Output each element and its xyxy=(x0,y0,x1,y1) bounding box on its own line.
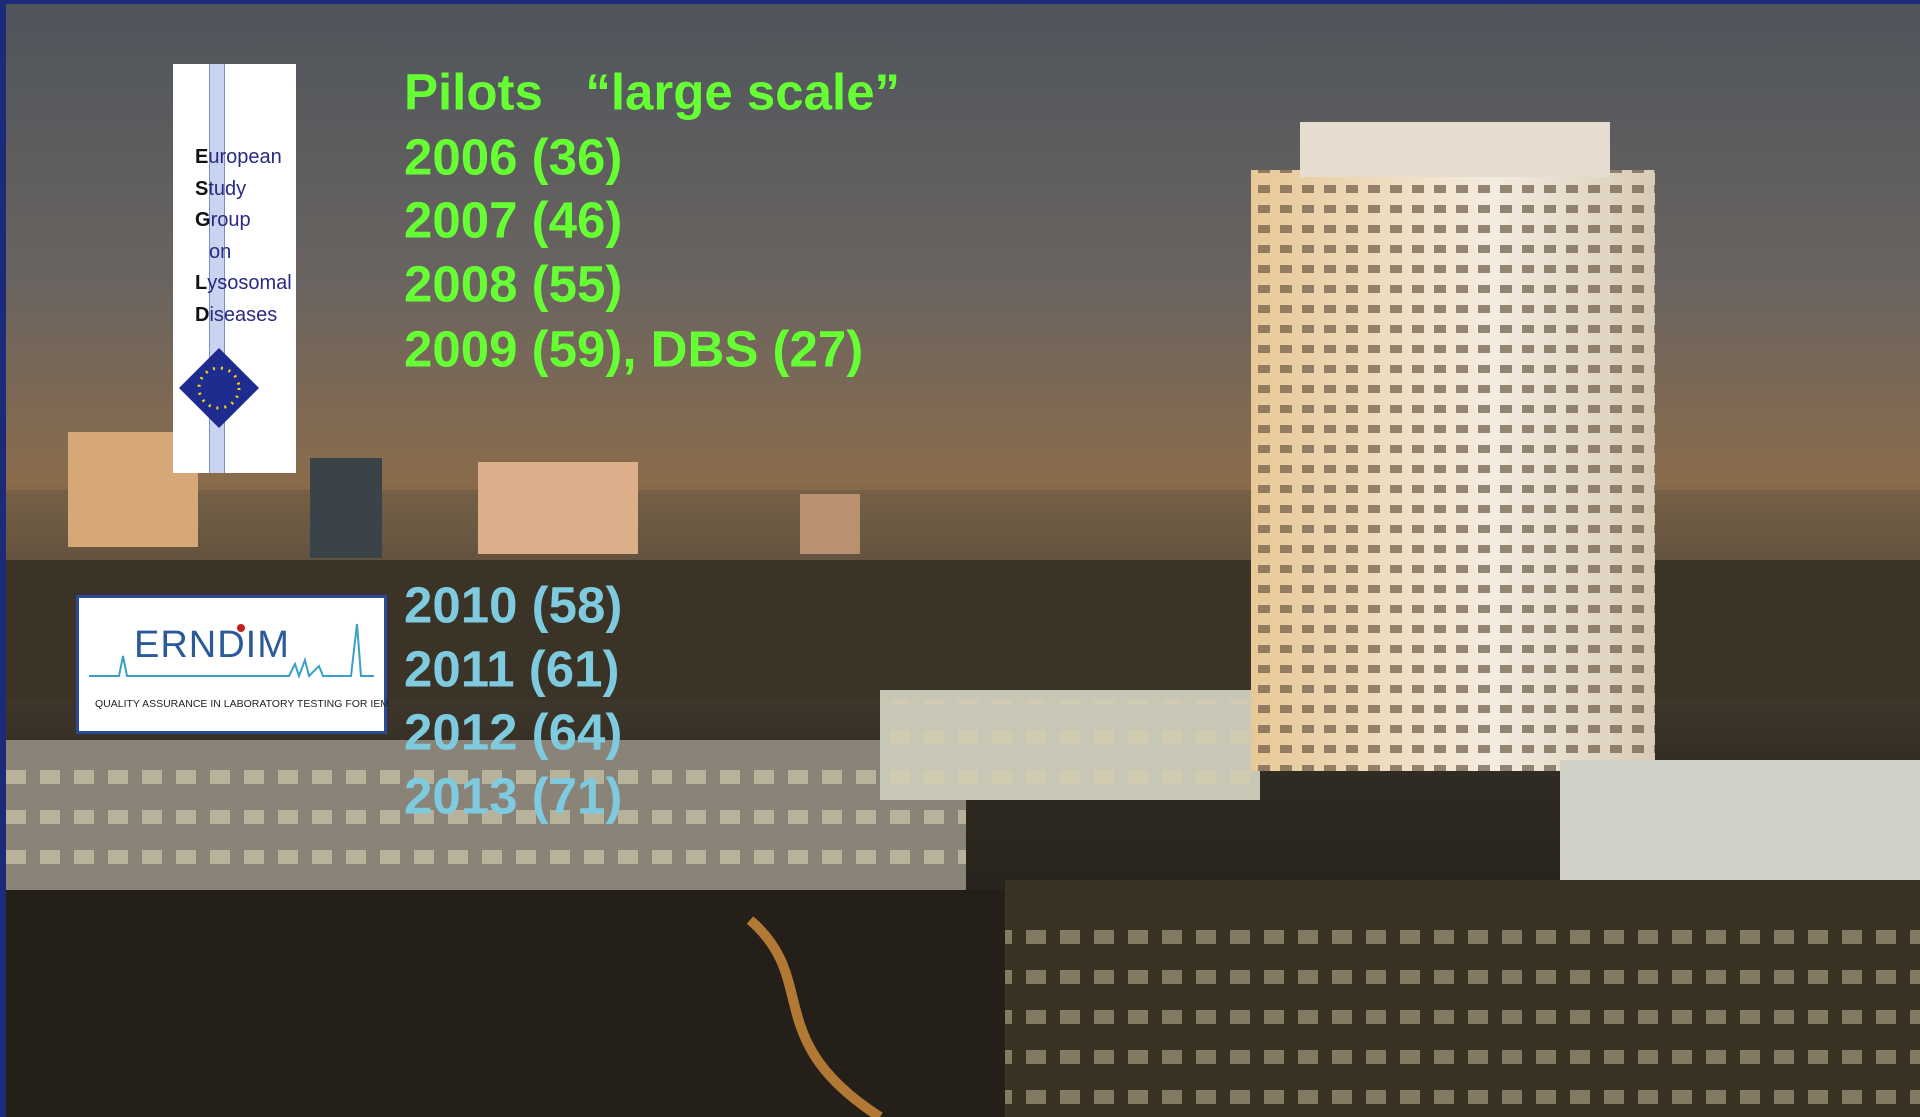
logo-word: on xyxy=(195,237,292,269)
logo-words: European Study Group on Lysosomal Diseas… xyxy=(195,142,292,331)
logo-word: Diseases xyxy=(195,300,292,332)
slide: European Study Group on Lysosomal Diseas… xyxy=(0,0,1920,1117)
logo-word: Lysosomal xyxy=(195,268,292,300)
esgld-year: 2008 (55) xyxy=(404,259,622,310)
logo-word: European xyxy=(195,142,292,174)
eu-diamond xyxy=(177,346,261,430)
esgld-year: 2007 (46) xyxy=(404,195,622,246)
erndim-year: 2010 (58) xyxy=(404,580,622,631)
erndim-year: 2013 (71) xyxy=(404,771,622,822)
logo-word: Study xyxy=(195,174,292,206)
erndim-logo: ERNDIM QUALITY ASSURANCE IN LABORATORY T… xyxy=(76,595,387,734)
esgld-logo: European Study Group on Lysosomal Diseas… xyxy=(173,64,296,473)
esgld-heading: Pilots “large scale” xyxy=(404,67,900,118)
erndim-tagline: QUALITY ASSURANCE IN LABORATORY TESTING … xyxy=(95,698,389,710)
erndim-year: 2012 (64) xyxy=(404,707,622,758)
esgld-year: 2006 (36) xyxy=(404,132,622,183)
erndim-trace xyxy=(89,616,374,686)
logo-word: Group xyxy=(195,205,292,237)
erndim-year: 2011 (61) xyxy=(404,644,620,695)
esgld-year: 2009 (59), DBS (27) xyxy=(404,324,863,375)
